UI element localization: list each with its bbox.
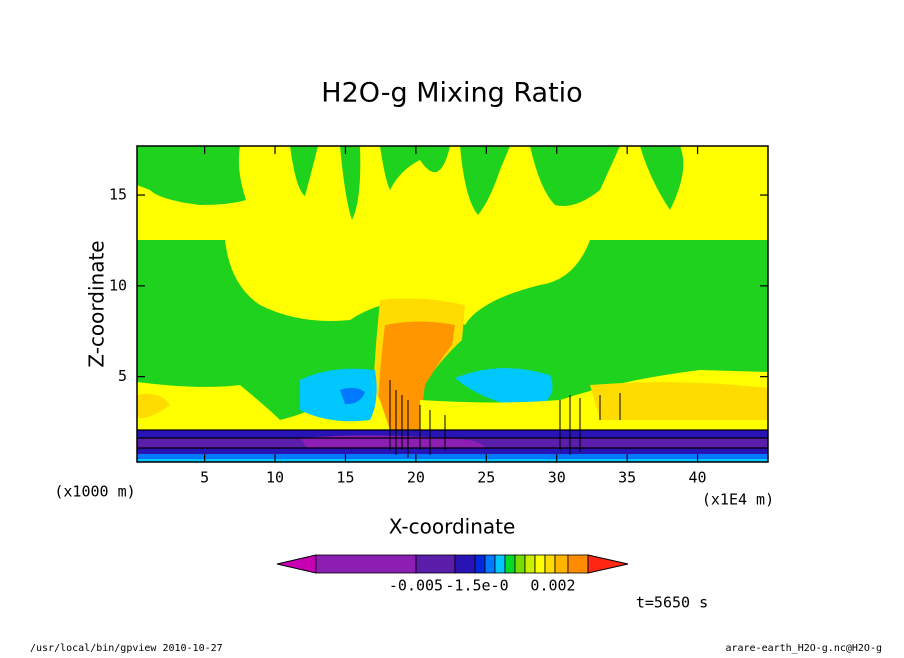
x-unit-note: (x1E4 m) [702,491,774,509]
colorbar-segment [315,554,417,574]
colorbar-segment [494,554,506,574]
colorbar-segment [544,554,556,574]
chart-title: H2O-g Mixing Ratio [321,78,582,109]
footer-right: arare-earth_H2O-g.nc@H2O-g [725,643,882,654]
colorbar-segment [567,554,589,574]
y-tick-label: 10 [109,276,127,294]
y-tick-label: 15 [109,186,127,204]
x-tick-label: 5 [200,469,209,487]
time-label: t=5650 s [636,594,708,612]
x-tick-label: 25 [477,469,495,487]
colorbar-label: -0.005 [389,577,443,595]
colorbar-segment [534,554,546,574]
x-axis-title: X-coordinate [389,515,516,539]
colorbar-label: -1.5e-0 [445,577,508,595]
y-axis-title: Z-coordinate [85,240,109,367]
colorbar-segment [554,554,569,574]
colorbar-segment [484,554,496,574]
colorbar-label: 0.002 [530,577,575,595]
x-tick-label: 15 [336,469,354,487]
y-unit-note: (x1000 m) [54,483,135,501]
colorbar-segment [474,554,486,574]
x-tick-label: 10 [266,469,284,487]
colorbar-arrow [276,554,317,574]
colorbar-segment [524,554,536,574]
x-tick-label: 35 [618,469,636,487]
footer-left: /usr/local/bin/gpview 2010-10-27 [30,643,223,654]
colorbar-segment [514,554,526,574]
colorbar-segment [415,554,456,574]
x-tick-label: 30 [548,469,566,487]
x-tick-label: 20 [407,469,425,487]
x-tick-label: 40 [689,469,707,487]
y-tick-label: 5 [118,367,127,385]
contour-field [136,145,769,463]
colorbar-segment [504,554,516,574]
colorbar-segment [454,554,476,574]
colorbar-arrow [587,554,629,574]
